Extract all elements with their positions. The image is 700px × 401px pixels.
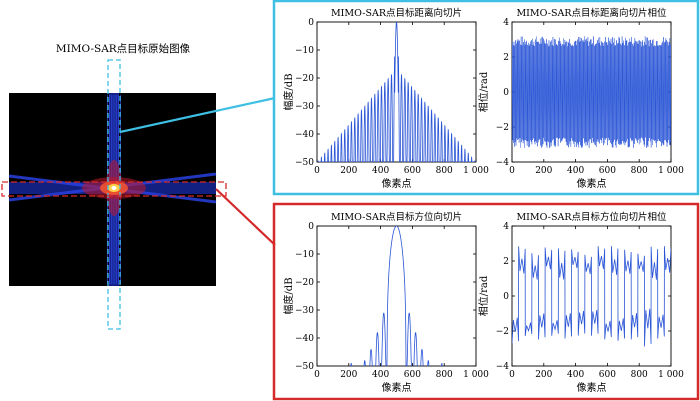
azimuth-results-box — [272, 202, 700, 401]
x-axis-label: 像素点 — [577, 381, 607, 394]
x-tick-label: 400 — [372, 166, 389, 176]
series-line — [512, 246, 671, 347]
x-tick-label: 600 — [404, 370, 421, 380]
x-tick-label: 600 — [599, 370, 616, 380]
y-tick-label: −20 — [295, 278, 314, 288]
chart-1: MIMO-SAR点目标距离向切片 0 200 400 600 800 1 000 0 −10 −2… — [282, 7, 489, 190]
y-axis-label: 相位/rad — [477, 71, 490, 112]
y-tick-label: −30 — [295, 306, 314, 316]
x-tick-label: 200 — [535, 370, 552, 380]
y-tick-label: 0 — [503, 292, 509, 302]
azimuth-slice-marker — [107, 59, 121, 330]
y-tick-label: −2 — [496, 327, 509, 337]
y-tick-label: −40 — [295, 130, 314, 140]
y-tick-label: 2 — [503, 257, 509, 267]
x-tick-label: 400 — [567, 370, 584, 380]
y-axis-label: 幅度/dB — [282, 73, 295, 110]
chart-title: MIMO-SAR点目标方位向切片相位 — [516, 211, 667, 223]
y-tick-label: 0 — [503, 88, 509, 98]
y-tick-label: −20 — [295, 74, 314, 84]
y-tick-label: −50 — [295, 362, 314, 372]
x-tick-label: 1 000 — [463, 370, 489, 380]
cyan-connector — [119, 96, 276, 134]
x-tick-label: 200 — [340, 370, 357, 380]
y-tick-label: −30 — [295, 102, 314, 112]
red-connector — [215, 188, 276, 246]
x-tick-label: 0 — [509, 166, 515, 176]
x-tick-label: 800 — [436, 370, 453, 380]
raw-image-title: MIMO-SAR点目标原始图像 — [56, 42, 191, 55]
x-tick-label: 200 — [340, 166, 357, 176]
range-slice-marker — [1, 181, 227, 197]
x-tick-label: 800 — [631, 166, 648, 176]
x-tick-label: 0 — [314, 166, 320, 176]
x-tick-label: 800 — [631, 370, 648, 380]
y-tick-label: 2 — [503, 53, 509, 63]
plot-frame — [316, 225, 477, 367]
x-tick-label: 0 — [314, 370, 320, 380]
x-axis-label: 像素点 — [577, 177, 607, 190]
x-tick-label: 1 000 — [658, 166, 684, 176]
x-axis-label: 像素点 — [382, 381, 412, 394]
x-tick-label: 0 — [509, 370, 515, 380]
x-tick-label: 400 — [567, 166, 584, 176]
x-tick-label: 800 — [436, 166, 453, 176]
y-axis-label: 相位/rad — [477, 275, 490, 316]
x-tick-label: 1 000 — [658, 370, 684, 380]
plot-frame — [316, 21, 477, 163]
y-tick-label: −4 — [496, 362, 510, 372]
y-tick-label: 4 — [503, 18, 509, 28]
raw-image-panel: MIMO-SAR点目标原始图像 — [8, 42, 217, 286]
x-tick-label: 400 — [372, 370, 389, 380]
y-tick-label: −50 — [295, 158, 314, 168]
series-line — [512, 36, 671, 148]
y-tick-label: −40 — [295, 334, 314, 344]
chart-title: MIMO-SAR点目标方位向切片 — [331, 211, 462, 223]
y-tick-label: 0 — [308, 222, 314, 232]
y-tick-label: −10 — [295, 46, 314, 56]
y-tick-label: 4 — [503, 222, 509, 232]
y-tick-label: −10 — [295, 250, 314, 260]
x-tick-label: 600 — [404, 166, 421, 176]
chart-title: MIMO-SAR点目标距离向切片相位 — [516, 7, 667, 19]
y-tick-label: −2 — [496, 123, 509, 133]
chart-title: MIMO-SAR点目标距离向切片 — [331, 7, 462, 19]
chart-3: MIMO-SAR点目标方位向切片 0 200 400 600 800 1 000 0 −10 −2… — [282, 211, 489, 394]
raw-peak — [111, 186, 117, 190]
x-tick-label: 200 — [535, 166, 552, 176]
x-axis-label: 像素点 — [382, 177, 412, 190]
x-tick-label: 600 — [599, 166, 616, 176]
x-tick-label: 1 000 — [463, 166, 489, 176]
y-axis-label: 幅度/dB — [282, 277, 295, 314]
y-tick-label: −4 — [496, 158, 510, 168]
y-tick-label: 0 — [308, 18, 314, 28]
